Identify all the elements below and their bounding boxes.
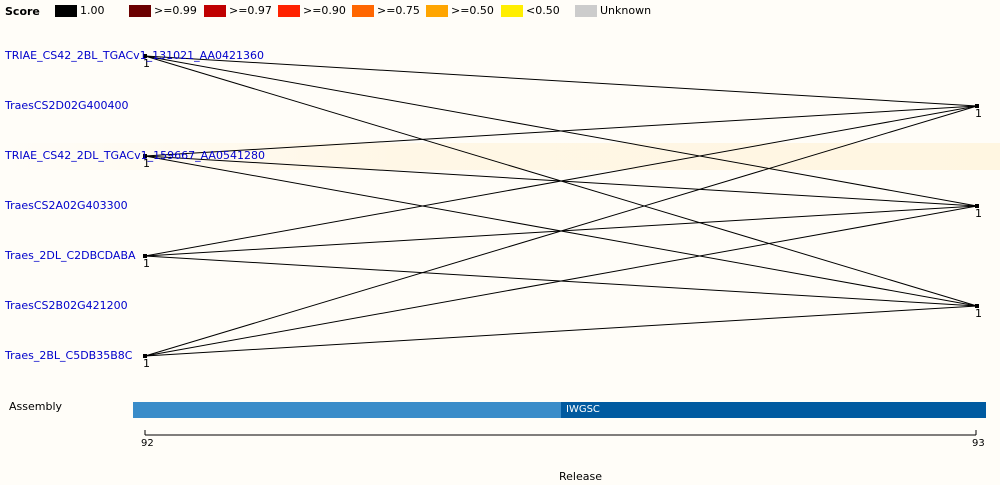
left-node-marker	[143, 54, 147, 58]
highlighted-row-band	[0, 143, 1000, 170]
legend-swatch	[352, 5, 374, 17]
score-legend: Score 1.00 >=0.99 >=0.97 >=0.90 >=0.75 >=0.50…	[0, 0, 1000, 22]
release-tick-label-93: 93	[972, 438, 985, 449]
homology-link	[144, 105, 978, 157]
legend-swatch	[501, 5, 523, 17]
left-node-count: 1	[143, 257, 150, 270]
left-node-count: 1	[143, 157, 150, 170]
legend-swatch	[278, 5, 300, 17]
legend-swatch	[204, 5, 226, 17]
legend-swatch	[129, 5, 151, 17]
homology-link	[144, 55, 978, 107]
left-node-marker	[143, 354, 147, 358]
left-node-count: 1	[143, 357, 150, 370]
gene-link[interactable]: Traes_2BL_C5DB35B8C	[5, 349, 133, 362]
right-node-marker	[975, 304, 979, 308]
assembly-segment-label: IWGSC	[566, 404, 600, 415]
assembly-segment: IWGSC	[561, 402, 986, 418]
left-node-count: 1	[143, 57, 150, 70]
release-axis-title: Release	[559, 470, 602, 483]
legend-label: <0.50	[526, 4, 560, 17]
legend-label: 1.00	[80, 4, 105, 17]
gene-link[interactable]: TRIAE_CS42_2DL_TGACv1_159667_AA0541280	[5, 149, 265, 162]
right-node-count: 1	[975, 207, 982, 220]
legend-label: Unknown	[600, 4, 652, 17]
left-node-marker	[143, 154, 147, 158]
legend-swatch	[55, 5, 77, 17]
release-tick-label-92: 92	[141, 438, 154, 449]
right-node-marker	[975, 104, 979, 108]
gene-link[interactable]: TraesCS2A02G403300	[5, 199, 128, 212]
legend-label: >=0.90	[303, 4, 346, 17]
gene-link[interactable]: TraesCS2B02G421200	[5, 299, 128, 312]
legend-label: >=0.50	[451, 4, 494, 17]
right-node-count: 1	[975, 107, 982, 120]
gene-link[interactable]: TraesCS2D02G400400	[5, 99, 129, 112]
legend-label: >=0.99	[154, 4, 197, 17]
left-node-marker	[143, 254, 147, 258]
legend-label: >=0.75	[377, 4, 420, 17]
gene-link[interactable]: TRIAE_CS42_2BL_TGACv1_131021_AA0421360	[5, 49, 265, 62]
homology-link	[144, 105, 978, 357]
homology-link	[144, 305, 978, 357]
legend-swatch	[426, 5, 448, 17]
homology-link	[144, 105, 978, 257]
right-node-marker	[975, 204, 979, 208]
gene-link[interactable]: Traes_2DL_C2DBCDABA	[5, 249, 136, 262]
legend-label: >=0.97	[229, 4, 272, 17]
assembly-segment	[133, 402, 561, 418]
homology-link	[144, 205, 978, 357]
assembly-label: Assembly	[9, 400, 63, 413]
right-node-count: 1	[975, 307, 982, 320]
legend-swatch	[575, 5, 597, 17]
legend-title: Score	[5, 5, 40, 18]
